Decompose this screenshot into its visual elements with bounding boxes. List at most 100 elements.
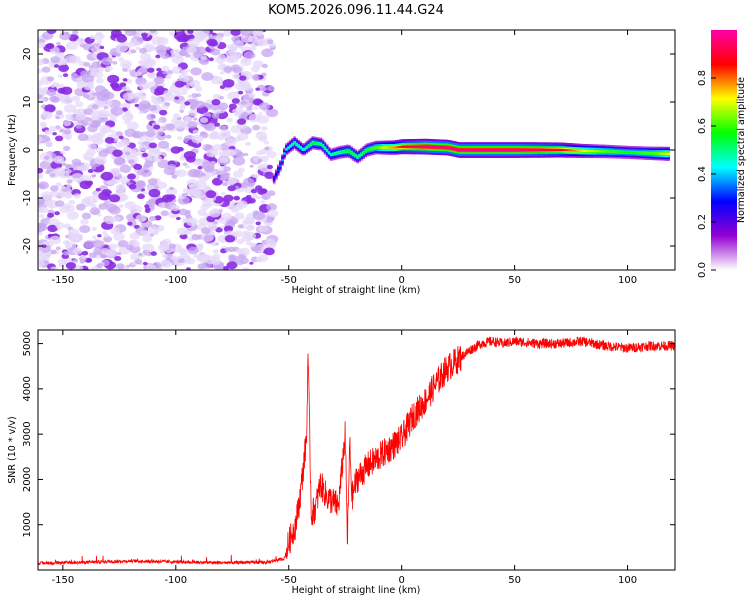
noise-speck bbox=[238, 167, 245, 173]
ridge-cell bbox=[488, 148, 491, 152]
noise-speck bbox=[201, 173, 206, 177]
noise-speck bbox=[64, 54, 77, 64]
noise-speck bbox=[121, 86, 127, 91]
ridge-cell bbox=[441, 146, 445, 149]
ridge-cell bbox=[614, 150, 618, 153]
ridge-cell bbox=[516, 148, 520, 152]
noise-speck bbox=[65, 262, 76, 270]
noise-speck bbox=[49, 266, 59, 270]
ridge-cell bbox=[433, 145, 437, 149]
noise-speck bbox=[72, 109, 81, 115]
noise-speck bbox=[255, 131, 268, 140]
noise-speck bbox=[263, 247, 275, 256]
noise-speck bbox=[75, 112, 87, 121]
noise-speck bbox=[118, 204, 124, 208]
noise-speck bbox=[157, 140, 170, 149]
noise-speck bbox=[146, 71, 156, 78]
noise-speck bbox=[258, 102, 271, 111]
noise-speck bbox=[183, 151, 196, 160]
ridge-cell bbox=[462, 148, 465, 152]
noise-speck bbox=[83, 108, 94, 116]
ridge-cell bbox=[447, 146, 451, 149]
noise-speck bbox=[39, 214, 45, 219]
noise-speck bbox=[92, 240, 105, 249]
ridge-cell bbox=[600, 150, 603, 153]
noise-speck bbox=[94, 71, 104, 79]
noise-speck bbox=[80, 218, 89, 225]
noise-speck bbox=[227, 177, 238, 185]
noise-speck bbox=[233, 204, 243, 211]
y-tick-label: 3000 bbox=[22, 421, 33, 446]
noise-speck bbox=[73, 37, 78, 41]
noise-speck bbox=[82, 43, 94, 51]
noise-speck bbox=[161, 65, 170, 72]
noise-speck bbox=[224, 247, 231, 252]
noise-speck bbox=[139, 60, 152, 69]
noise-speck bbox=[233, 230, 244, 237]
noise-speck bbox=[261, 87, 267, 92]
noise-speck bbox=[55, 110, 63, 116]
ridge-cell bbox=[301, 148, 304, 151]
noise-speck bbox=[215, 227, 223, 233]
noise-speck bbox=[170, 255, 178, 261]
noise-speck bbox=[79, 164, 89, 172]
noise-speck bbox=[119, 139, 130, 148]
noise-speck bbox=[113, 232, 125, 241]
noise-speck bbox=[121, 113, 134, 122]
noise-speck bbox=[90, 203, 97, 208]
noise-speck bbox=[169, 31, 175, 36]
ridge-cell bbox=[303, 148, 306, 151]
ridge-cell bbox=[492, 148, 496, 152]
ridge-cell bbox=[645, 152, 648, 155]
noise-speck bbox=[40, 191, 53, 201]
noise-speck bbox=[186, 46, 197, 54]
noise-speck bbox=[146, 185, 155, 191]
ridge-cell bbox=[323, 147, 327, 150]
noise-speck bbox=[191, 93, 198, 98]
ridge-cell bbox=[490, 148, 494, 152]
ridge-cell bbox=[388, 146, 392, 149]
noise-speck bbox=[252, 124, 261, 131]
noise-speck bbox=[147, 67, 155, 73]
noise-speck bbox=[38, 259, 45, 268]
x-tick-label: -50 bbox=[281, 575, 297, 586]
noise-speck bbox=[191, 134, 204, 144]
y-tick-label: 2000 bbox=[22, 467, 33, 492]
ridge-cell bbox=[512, 148, 516, 152]
noise-speck bbox=[217, 54, 226, 61]
noise-speck bbox=[80, 70, 91, 78]
noise-speck bbox=[145, 207, 151, 212]
noise-speck bbox=[43, 199, 53, 206]
noise-speck bbox=[91, 166, 97, 170]
noise-speck bbox=[44, 104, 56, 113]
noise-speck bbox=[99, 124, 112, 134]
noise-speck bbox=[127, 173, 136, 180]
noise-speck bbox=[47, 233, 53, 238]
noise-speck bbox=[165, 74, 172, 79]
noise-speck bbox=[135, 214, 147, 223]
ridge-cell bbox=[520, 148, 524, 152]
noise-speck bbox=[88, 252, 97, 259]
ridge-cell bbox=[396, 146, 400, 149]
ridge-cell bbox=[500, 148, 504, 152]
ridge-cell bbox=[455, 148, 459, 151]
noise-speck bbox=[120, 60, 132, 69]
noise-speck bbox=[87, 124, 98, 133]
ridge-cell bbox=[313, 142, 317, 145]
noise-speck bbox=[250, 188, 258, 194]
noise-speck bbox=[84, 156, 90, 161]
noise-speck bbox=[187, 121, 198, 129]
noise-speck bbox=[115, 184, 127, 192]
ridge-cell bbox=[557, 148, 561, 152]
noise-speck bbox=[211, 243, 217, 247]
noise-speck bbox=[50, 84, 56, 88]
noise-speck bbox=[222, 79, 235, 88]
noise-speck bbox=[138, 100, 151, 109]
ridge-cell bbox=[366, 148, 369, 151]
noise-speck bbox=[188, 109, 199, 117]
ridge-cell bbox=[350, 151, 353, 154]
noise-speck bbox=[74, 101, 84, 108]
noise-speck bbox=[65, 135, 72, 140]
noise-speck bbox=[87, 169, 94, 173]
ridge-cell bbox=[610, 150, 613, 153]
